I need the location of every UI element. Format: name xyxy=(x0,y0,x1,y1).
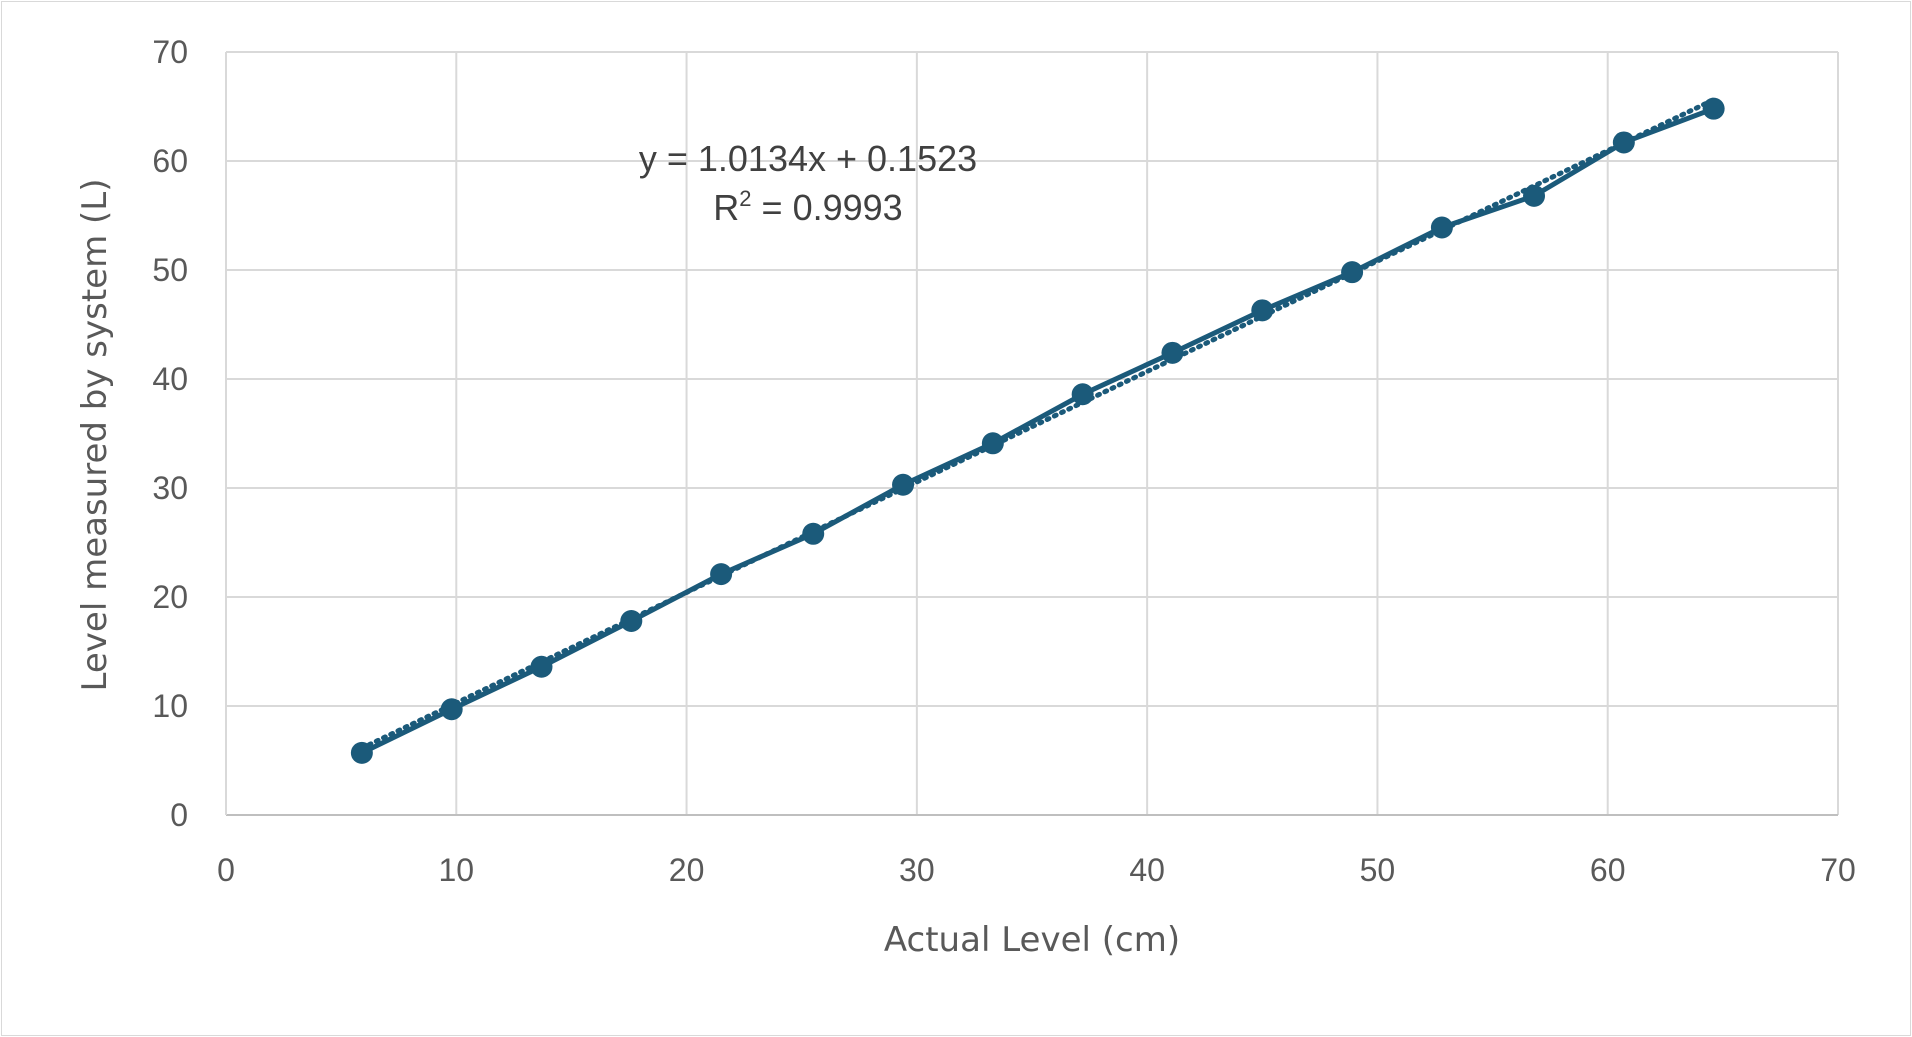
data-point xyxy=(440,698,463,721)
x-tick-label: 30 xyxy=(899,852,935,888)
data-points xyxy=(350,97,1725,764)
trendline-equation: y = 1.0134x + 0.1523 xyxy=(639,138,977,179)
y-tick-label: 60 xyxy=(152,143,188,179)
data-point xyxy=(530,655,553,678)
data-point xyxy=(892,473,915,496)
data-point xyxy=(1612,131,1635,154)
x-tick-label: 40 xyxy=(1129,852,1165,888)
x-axis-title: Actual Level (cm) xyxy=(884,920,1180,960)
x-tick-label: 70 xyxy=(1820,852,1856,888)
series-group xyxy=(360,106,1715,756)
r-squared-value: = 0.9993 xyxy=(752,187,903,228)
y-tick-label: 0 xyxy=(170,797,188,833)
x-tick-label: 50 xyxy=(1360,852,1396,888)
data-point xyxy=(1341,261,1364,284)
gridlines xyxy=(226,51,1839,815)
x-tick-labels: 0 10 20 30 40 50 60 70 xyxy=(217,852,1856,888)
y-tick-label: 70 xyxy=(152,34,188,70)
y-tick-label: 40 xyxy=(152,361,188,397)
x-tick-label: 20 xyxy=(669,852,705,888)
data-point xyxy=(620,609,643,632)
data-point xyxy=(1251,299,1274,322)
linear-trendline xyxy=(359,97,1717,751)
data-point xyxy=(802,522,825,545)
y-tick-label: 30 xyxy=(152,470,188,506)
y-tick-label: 10 xyxy=(152,688,188,724)
y-axis-title: Level measured by system (L) xyxy=(75,179,115,692)
x-tick-label: 60 xyxy=(1590,852,1626,888)
y-tick-label: 50 xyxy=(152,252,188,288)
data-point xyxy=(981,432,1004,455)
data-point xyxy=(1523,184,1546,207)
data-point xyxy=(710,563,733,586)
x-tick-label: 10 xyxy=(438,852,474,888)
data-point xyxy=(1430,216,1453,239)
data-point xyxy=(350,741,373,764)
series-line xyxy=(360,106,1715,756)
data-point xyxy=(1702,97,1725,120)
y-tick-label: 20 xyxy=(152,579,188,615)
axes xyxy=(225,52,1838,816)
data-point xyxy=(1071,383,1094,406)
trendline-group xyxy=(359,97,1717,751)
r-squared-label: R2 = 0.9993 xyxy=(713,186,902,228)
y-tick-labels: 0 10 20 30 40 50 60 70 xyxy=(152,34,188,833)
data-point xyxy=(1161,341,1184,364)
r-squared-superscript: 2 xyxy=(739,186,751,211)
x-tick-label: 0 xyxy=(217,852,235,888)
r-squared-prefix: R xyxy=(713,187,739,228)
